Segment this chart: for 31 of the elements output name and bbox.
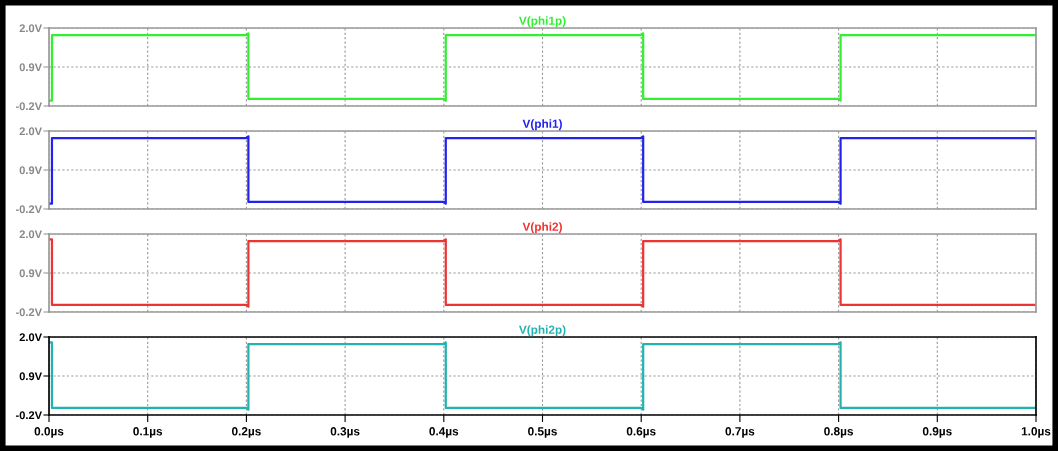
x-tick-label: 0.6µs [626,427,656,438]
y-tick-label: 0.9V [19,372,42,381]
x-tick-label: 0.4µs [429,427,459,438]
line-series [49,135,1036,205]
line-series [49,238,1036,308]
y-tick-label: 0.9V [19,166,42,175]
x-tick-label: 0.5µs [528,427,557,438]
x-tick-label: 0.8µs [824,427,854,438]
line-series [49,341,1036,411]
y-tick-label: 2.0V [19,24,42,33]
y-tick-label: 2.0V [19,127,42,136]
y-tick-label: -0.2V [15,102,42,111]
text: V(phi2) [522,222,562,234]
y-tick-label: -0.2V [15,411,42,420]
y-tick-label: 2.0V [19,333,42,342]
x-tick-label: 0.9µs [922,427,952,438]
y-tick-label: -0.2V [15,205,42,214]
x-tick-label: 0.0µs [34,427,64,438]
line-series [49,32,1036,102]
y-tick-label: 0.9V [19,63,42,72]
x-tick-label: 0.1µs [133,427,163,438]
y-tick-label: 2.0V [19,230,42,239]
y-tick-label: -0.2V [15,308,42,317]
x-tick-label: 0.7µs [725,427,755,438]
y-tick-label: 0.9V [19,269,42,278]
x-tick-label: 0.3µs [330,427,360,438]
x-tick-label: 0.2µs [231,427,261,438]
series-label: V(phi1) [522,119,562,131]
x-tick-label: 1.0µs [1021,427,1051,438]
text: V(phi2p) [518,325,566,337]
series-label: V(phi1p) [518,16,566,28]
